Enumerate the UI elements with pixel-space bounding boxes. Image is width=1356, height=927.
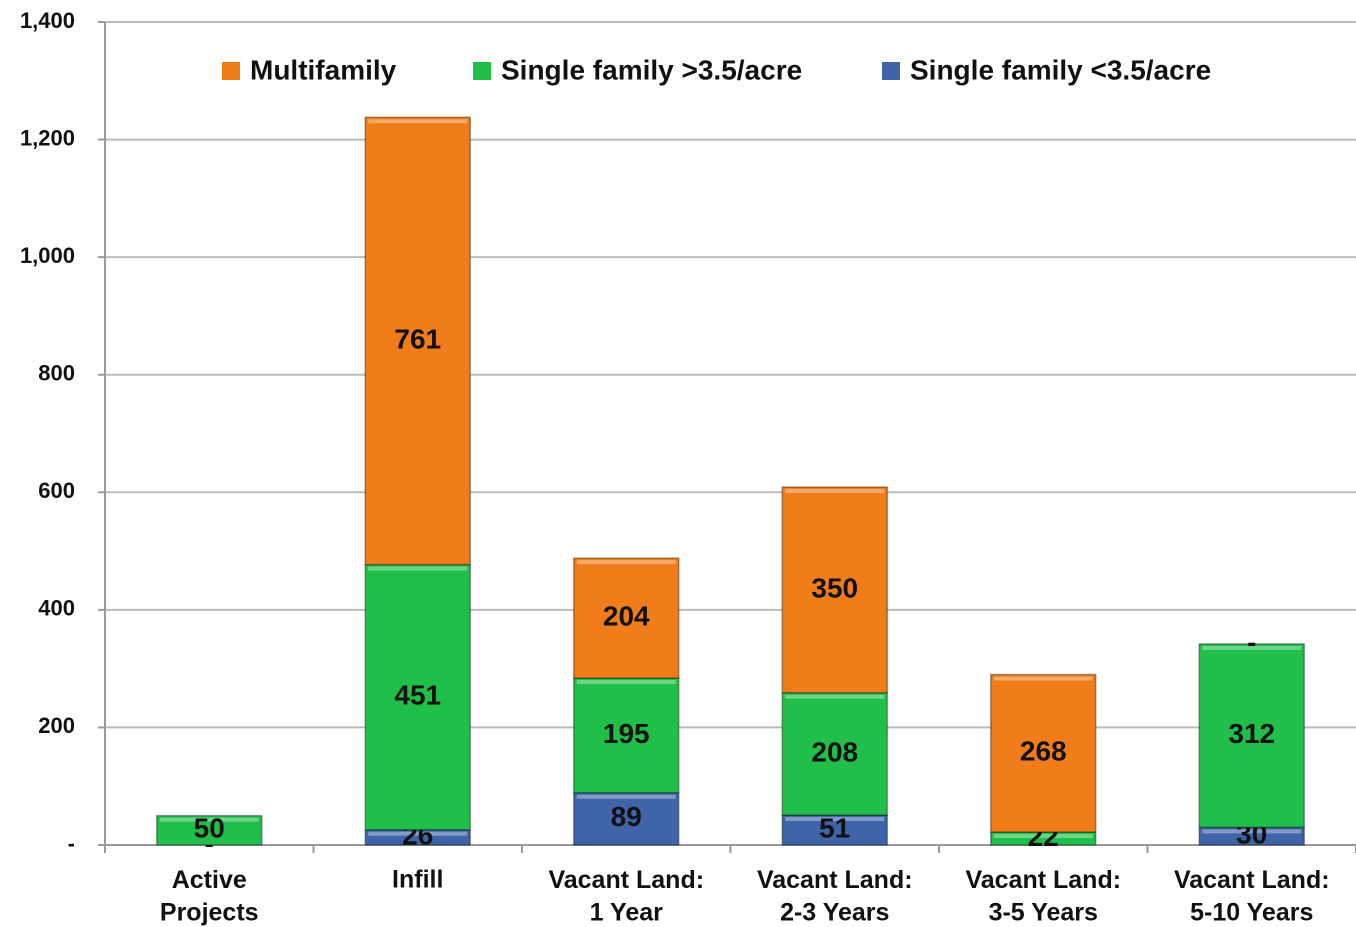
data-label: 50 xyxy=(194,813,225,844)
data-label: 451 xyxy=(394,680,441,711)
data-label: 195 xyxy=(603,718,650,749)
bar-segment xyxy=(573,677,680,794)
y-tick-label: 600 xyxy=(38,478,75,503)
data-label: 204 xyxy=(603,600,650,631)
bar-highlight xyxy=(993,676,1093,681)
bar-segment xyxy=(364,116,471,566)
data-label: - xyxy=(1247,626,1256,657)
bar-segment xyxy=(1198,643,1305,829)
y-tick-label: 1,200 xyxy=(20,125,75,150)
x-tick-label: Vacant Land: 3-5 Years xyxy=(965,866,1121,927)
legend-label: Multifamily xyxy=(250,54,397,85)
bar-highlight xyxy=(368,566,468,571)
bar-highlight xyxy=(159,817,259,822)
bar-highlight xyxy=(993,834,1093,839)
legend-swatch xyxy=(473,62,491,80)
y-tick-label: 800 xyxy=(38,361,75,386)
data-label: 350 xyxy=(811,572,858,603)
y-tick-label: 400 xyxy=(38,596,75,621)
bar-segment xyxy=(781,814,888,846)
bar-segment xyxy=(990,673,1097,833)
bar-segment xyxy=(573,791,680,846)
bar-highlight xyxy=(576,680,676,685)
data-label: 312 xyxy=(1228,718,1275,749)
legend-swatch xyxy=(882,62,900,80)
data-label: 51 xyxy=(819,812,850,843)
data-label: 89 xyxy=(611,801,642,832)
bar-highlight xyxy=(1202,829,1302,834)
legend-swatch xyxy=(222,62,240,80)
bar-highlight xyxy=(785,817,885,822)
bar-highlight xyxy=(785,694,885,699)
bar-segment xyxy=(781,691,888,816)
bar-highlight xyxy=(368,831,468,836)
bar-segment xyxy=(156,814,263,846)
x-tick-label: Vacant Land: 2-3 Years xyxy=(757,866,913,927)
x-tick-label: Infill xyxy=(392,866,443,894)
bar-segment xyxy=(573,557,680,679)
x-tick-label: Vacant Land: 1 Year xyxy=(548,866,704,927)
data-label: 761 xyxy=(394,323,441,354)
y-tick-label: - xyxy=(68,831,75,856)
bar-highlight xyxy=(785,488,885,493)
x-tick-label: Vacant Land: 5-10 Years xyxy=(1174,866,1330,927)
y-tick-label: 1,000 xyxy=(20,243,75,268)
legend-label: Single family <3.5/acre xyxy=(910,54,1211,85)
bar-highlight xyxy=(1202,645,1302,650)
bar-highlight xyxy=(576,794,676,799)
bar-highlight xyxy=(576,560,676,565)
y-tick-label: 1,400 xyxy=(20,8,75,33)
data-label: 208 xyxy=(811,736,858,767)
data-label: 268 xyxy=(1020,736,1067,767)
bar-segment xyxy=(364,563,471,831)
legend-label: Single family >3.5/acre xyxy=(501,54,802,85)
bar-highlight xyxy=(368,119,468,124)
y-tick-label: 200 xyxy=(38,713,75,738)
x-tick-label: Active Projects xyxy=(160,866,259,927)
bar-segment xyxy=(781,486,888,694)
